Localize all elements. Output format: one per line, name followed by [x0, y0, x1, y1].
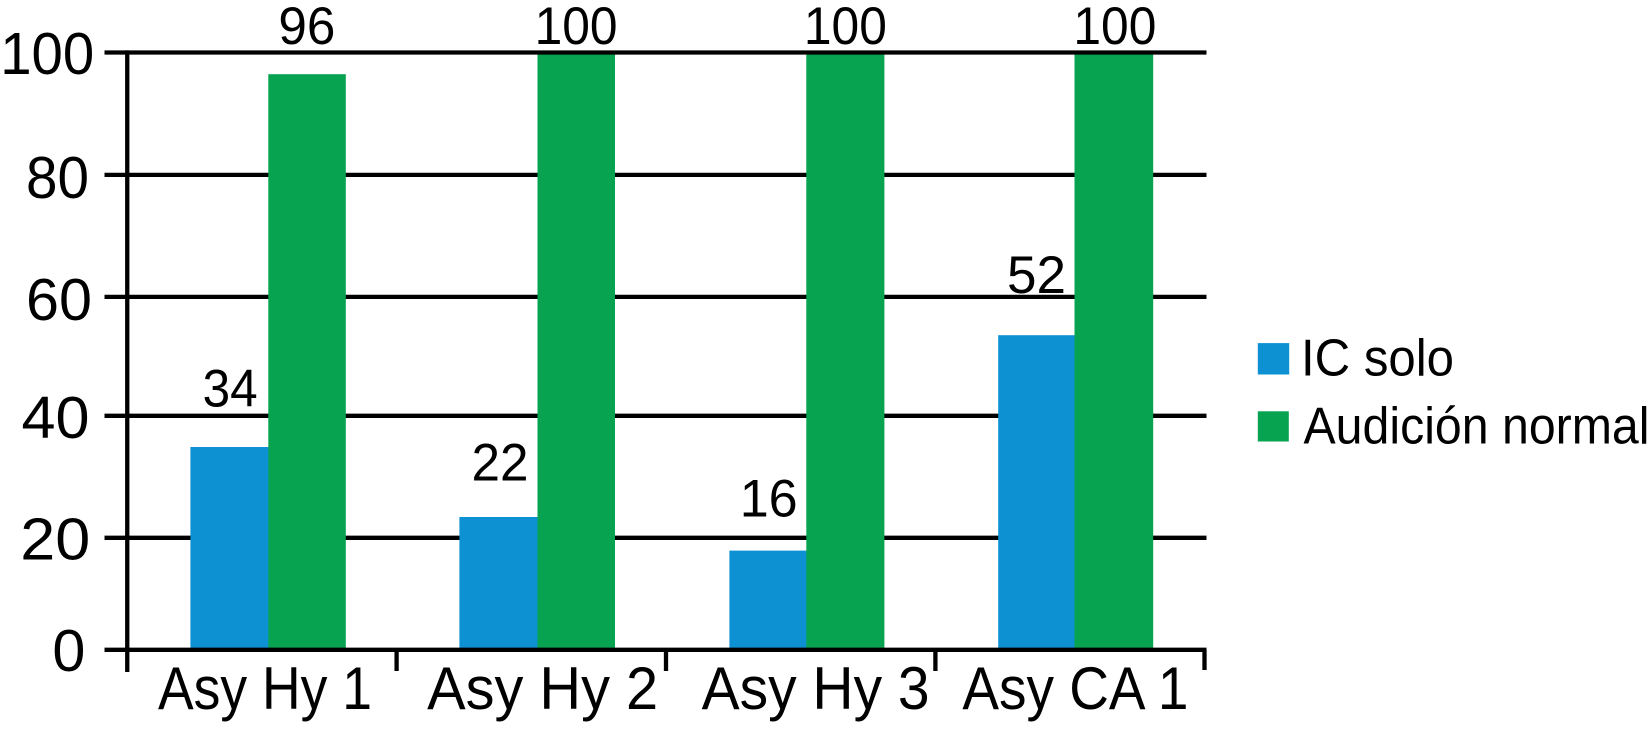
svg-text:22: 22	[472, 433, 529, 492]
svg-text:60: 60	[26, 267, 92, 333]
svg-text:Asy Hy 1: Asy Hy 1	[158, 655, 372, 722]
svg-text:40: 40	[22, 385, 90, 451]
svg-text:100: 100	[1073, 0, 1156, 56]
svg-text:100: 100	[804, 0, 887, 56]
svg-text:Asy Hy 3: Asy Hy 3	[702, 655, 930, 722]
svg-text:52: 52	[1007, 246, 1066, 305]
svg-text:Asy Hy 2: Asy Hy 2	[427, 655, 658, 722]
svg-text:100: 100	[535, 0, 618, 56]
svg-text:16: 16	[740, 470, 798, 529]
svg-text:IC solo: IC solo	[1301, 330, 1454, 388]
svg-text:96: 96	[278, 0, 335, 56]
svg-text:Asy CA 1: Asy CA 1	[962, 655, 1188, 722]
svg-text:100: 100	[0, 21, 94, 87]
svg-text:80: 80	[26, 145, 89, 211]
svg-text:Audición normal: Audición normal	[1304, 398, 1650, 456]
svg-text:0: 0	[52, 618, 85, 684]
svg-text:20: 20	[20, 507, 90, 573]
svg-text:34: 34	[203, 360, 258, 419]
